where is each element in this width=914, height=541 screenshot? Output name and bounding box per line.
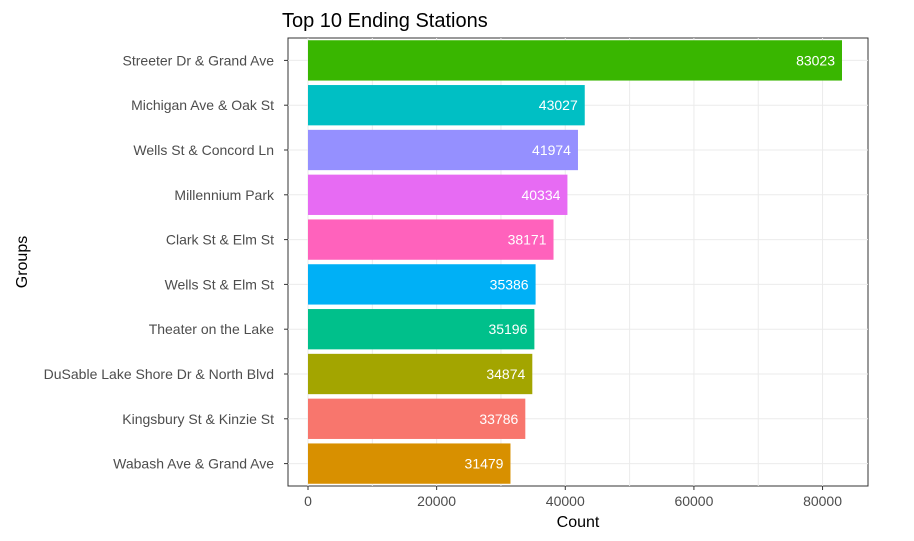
bar-value-label: 34874 [486, 366, 525, 382]
bar [308, 85, 585, 126]
bar [308, 219, 554, 260]
y-tick-label: Clark St & Elm St [166, 232, 274, 248]
x-tick-label: 80000 [803, 493, 842, 509]
y-axis: Streeter Dr & Grand Ave Michigan Ave & Oa… [44, 52, 288, 472]
bar [308, 309, 535, 350]
bar [308, 174, 568, 215]
bar-value-labels: 83023 43027 41974 40334 38171 35386 35196 34874… [465, 52, 836, 471]
bar [308, 353, 533, 395]
x-axis: 0 20000 40000 60000 80000 [304, 486, 842, 509]
bar-value-label: 35386 [490, 276, 529, 292]
bar-value-label: 35196 [488, 321, 527, 337]
y-axis-title: Groups [14, 236, 31, 288]
x-tick-label: 40000 [546, 493, 585, 509]
bar [308, 129, 578, 171]
y-tick-label: Millennium Park [174, 187, 275, 203]
y-tick-label: Kingsbury St & Kinzie St [122, 411, 274, 427]
bar-value-label: 38171 [508, 232, 547, 248]
bar-value-label: 43027 [539, 97, 578, 113]
y-tick-label: Theater on the Lake [149, 321, 275, 337]
x-tick-label: 0 [304, 493, 312, 509]
bar [308, 264, 536, 305]
x-tick-label: 60000 [674, 493, 713, 509]
y-tick-label: Wabash Ave & Grand Ave [113, 456, 274, 472]
x-tick-label: 20000 [417, 493, 456, 509]
x-axis-title: Count [557, 514, 600, 531]
y-tick-label: Wells St & Concord Ln [133, 142, 274, 158]
plot-panel [287, 37, 869, 487]
bar-value-label: 40334 [521, 187, 560, 203]
bars [308, 40, 842, 484]
y-tick-label: Michigan Ave & Oak St [131, 97, 274, 113]
y-tick-label: Streeter Dr & Grand Ave [123, 52, 275, 68]
y-tick-label: DuSable Lake Shore Dr & North Blvd [44, 366, 274, 382]
bar-value-label: 31479 [465, 456, 504, 472]
bar-value-label: 41974 [532, 142, 571, 158]
y-tick-label: Wells St & Elm St [165, 276, 275, 292]
bar [308, 443, 511, 484]
bar-value-label: 83023 [796, 52, 835, 68]
bar-value-label: 33786 [479, 411, 518, 427]
bar [308, 398, 526, 439]
chart-title: Top 10 Ending Stations [282, 10, 488, 32]
bar [308, 40, 842, 81]
